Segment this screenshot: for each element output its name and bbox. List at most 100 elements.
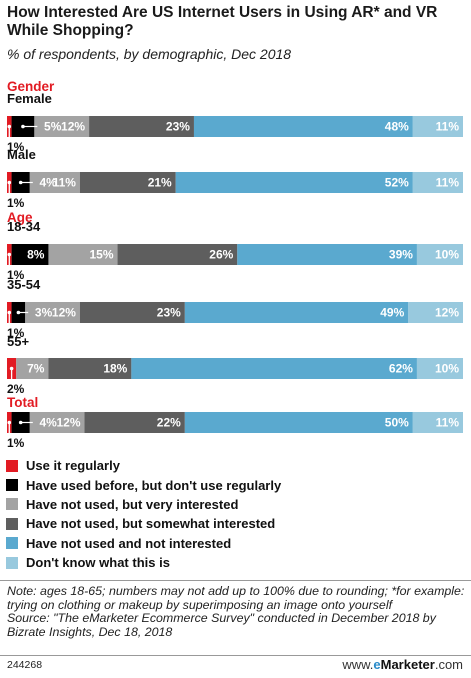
legend-swatch xyxy=(6,517,18,530)
legend-label: Use it regularly xyxy=(26,458,120,474)
divider xyxy=(0,580,471,581)
data-label: 4% xyxy=(39,416,57,430)
bar-segment xyxy=(79,302,185,323)
bar-segment xyxy=(408,302,463,323)
chart-title: How Interested Are US Internet Users in … xyxy=(7,4,438,39)
legend-swatch xyxy=(6,537,18,550)
group-label: Age xyxy=(7,210,33,225)
row-label: 35-54 xyxy=(7,277,41,292)
legend-item: Don't know what this is xyxy=(6,553,281,572)
bar-segment xyxy=(184,412,413,433)
bar-segment xyxy=(117,244,238,265)
data-label: 10% xyxy=(435,248,459,262)
bar-segment xyxy=(416,244,463,265)
leader-dot xyxy=(9,366,14,371)
bar-segment xyxy=(29,172,80,193)
legend-label: Don't know what this is xyxy=(26,555,170,571)
bar-segment xyxy=(79,172,176,193)
legend-label: Have not used and not interested xyxy=(26,535,232,551)
data-label: 23% xyxy=(166,120,190,134)
bar-segment xyxy=(89,116,194,137)
leader-dot xyxy=(7,180,12,185)
data-label: 11% xyxy=(436,176,460,190)
leader-dot xyxy=(7,124,12,129)
data-label: 11% xyxy=(436,120,460,134)
bar-segment xyxy=(131,358,417,379)
bar-segment xyxy=(412,172,463,193)
bar-segment xyxy=(48,358,132,379)
row-label: 55+ xyxy=(7,334,29,349)
emarketer-logo: www.eMarketer.com xyxy=(342,657,463,672)
bar-segment xyxy=(237,244,417,265)
bar-segment xyxy=(48,244,118,265)
leader-dot xyxy=(7,252,12,257)
bar-segment xyxy=(11,244,49,265)
data-label: 10% xyxy=(435,362,459,376)
data-label: 1% xyxy=(7,436,25,450)
bar-segment xyxy=(34,116,90,137)
bar-segment xyxy=(184,302,409,323)
data-label: 12% xyxy=(56,416,80,430)
data-label: 39% xyxy=(389,248,413,262)
bar-segment xyxy=(175,172,413,193)
legend-label: Have used before, but don't use regularl… xyxy=(26,477,282,493)
legend-label: Have not used, but very interested xyxy=(26,496,239,512)
bar-segment xyxy=(416,358,463,379)
data-label: 12% xyxy=(435,306,459,320)
leader-dot xyxy=(18,180,23,185)
legend-swatch xyxy=(6,459,18,472)
data-label: 3% xyxy=(35,306,53,320)
legend-item: Use it regularly xyxy=(6,456,281,475)
leader-dot xyxy=(7,420,12,425)
data-label: 21% xyxy=(148,176,172,190)
data-label: 11% xyxy=(436,416,460,430)
legend-item: Have not used and not interested xyxy=(6,534,281,553)
data-label: 11% xyxy=(53,176,77,190)
row-label: Female xyxy=(7,91,52,106)
data-label: 12% xyxy=(52,306,76,320)
data-label: 26% xyxy=(209,248,233,262)
legend-item: Have used before, but don't use regularl… xyxy=(6,475,281,494)
data-label: 50% xyxy=(385,416,409,430)
legend-item: Have not used, but very interested xyxy=(6,495,281,514)
chart-subtitle: % of respondents, by demographic, Dec 20… xyxy=(7,46,292,62)
data-label: 7% xyxy=(27,362,45,376)
legend-swatch xyxy=(6,479,18,492)
data-label: 4% xyxy=(39,176,57,190)
bar-segment xyxy=(412,116,463,137)
data-label: 49% xyxy=(380,306,404,320)
bar-segment xyxy=(84,412,185,433)
legend-label: Have not used, but somewhat interested xyxy=(26,516,276,532)
data-label: 1% xyxy=(7,196,25,210)
leader-dot xyxy=(7,310,12,315)
bar-segment xyxy=(16,358,49,379)
data-label: 5% xyxy=(44,120,62,134)
group-label: Gender xyxy=(7,79,55,94)
data-label: 1% xyxy=(7,326,25,340)
bar-segment xyxy=(29,412,85,433)
leader-dot xyxy=(16,310,21,315)
data-label: 8% xyxy=(27,248,45,262)
data-label: 22% xyxy=(157,416,181,430)
row-label: 18-34 xyxy=(7,219,41,234)
legend-swatch xyxy=(6,556,18,569)
row-label: Male xyxy=(7,147,36,162)
data-label: 2% xyxy=(7,382,25,396)
chart-legend: Use it regularly Have used before, but do… xyxy=(6,456,281,572)
data-label: 15% xyxy=(90,248,114,262)
data-label: 18% xyxy=(103,362,127,376)
data-label: 1% xyxy=(7,268,25,282)
data-label: 12% xyxy=(61,120,85,134)
bar-segment xyxy=(25,302,80,323)
legend-swatch xyxy=(6,498,18,511)
source-text: Source: "The eMarketer Ecommerce Survey"… xyxy=(7,611,436,639)
data-label: 23% xyxy=(157,306,181,320)
legend-item: Have not used, but somewhat interested xyxy=(6,514,281,533)
group-label: Total xyxy=(7,395,38,410)
data-label: 52% xyxy=(385,176,409,190)
data-label: 48% xyxy=(385,120,409,134)
data-label: 1% xyxy=(7,140,25,154)
leader-dot xyxy=(21,124,25,129)
bar-segment xyxy=(412,412,463,433)
